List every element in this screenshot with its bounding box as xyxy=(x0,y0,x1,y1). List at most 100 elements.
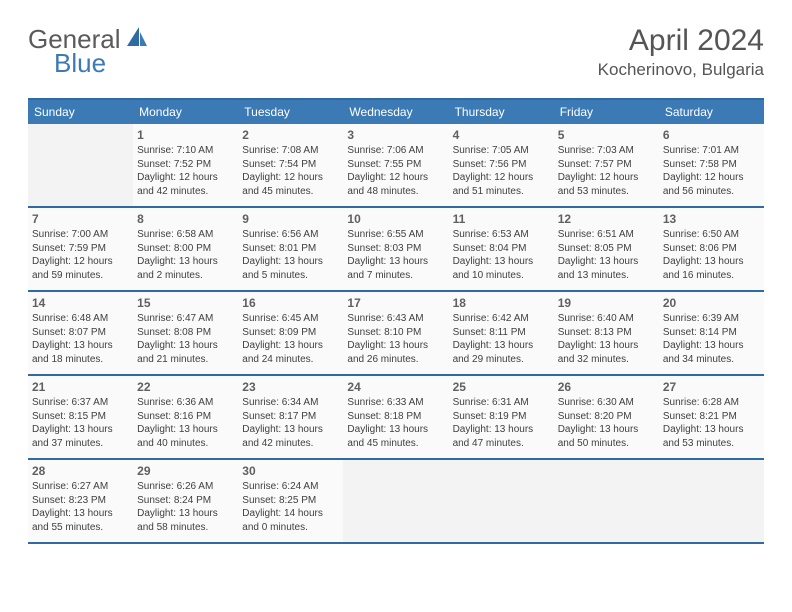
daylight-text: Daylight: 13 hours xyxy=(242,423,339,437)
day-cell: 28Sunrise: 6:27 AMSunset: 8:23 PMDayligh… xyxy=(28,460,133,542)
daylight-text: and 5 minutes. xyxy=(242,269,339,283)
daylight-text: and 59 minutes. xyxy=(32,269,129,283)
sunrise-text: Sunrise: 6:42 AM xyxy=(453,312,550,326)
sunset-text: Sunset: 8:23 PM xyxy=(32,494,129,508)
daylight-text: Daylight: 13 hours xyxy=(347,255,444,269)
sunset-text: Sunset: 8:03 PM xyxy=(347,242,444,256)
day-cell: 6Sunrise: 7:01 AMSunset: 7:58 PMDaylight… xyxy=(659,124,764,206)
sunrise-text: Sunrise: 7:10 AM xyxy=(137,144,234,158)
daylight-text: Daylight: 13 hours xyxy=(32,423,129,437)
day-number: 16 xyxy=(242,296,339,310)
day-number: 22 xyxy=(137,380,234,394)
day-info: Sunrise: 7:03 AMSunset: 7:57 PMDaylight:… xyxy=(558,144,655,198)
day-info: Sunrise: 6:45 AMSunset: 8:09 PMDaylight:… xyxy=(242,312,339,366)
day-info: Sunrise: 6:56 AMSunset: 8:01 PMDaylight:… xyxy=(242,228,339,282)
day-cell: 25Sunrise: 6:31 AMSunset: 8:19 PMDayligh… xyxy=(449,376,554,458)
daylight-text: Daylight: 13 hours xyxy=(558,423,655,437)
sunrise-text: Sunrise: 6:31 AM xyxy=(453,396,550,410)
day-number: 11 xyxy=(453,212,550,226)
day-number: 20 xyxy=(663,296,760,310)
sunset-text: Sunset: 7:55 PM xyxy=(347,158,444,172)
daylight-text: and 58 minutes. xyxy=(137,521,234,535)
daylight-text: Daylight: 12 hours xyxy=(453,171,550,185)
daylight-text: Daylight: 12 hours xyxy=(32,255,129,269)
sunset-text: Sunset: 7:57 PM xyxy=(558,158,655,172)
weekday-header: Tuesday xyxy=(238,100,343,124)
day-number: 15 xyxy=(137,296,234,310)
daylight-text: Daylight: 13 hours xyxy=(663,255,760,269)
sunrise-text: Sunrise: 6:55 AM xyxy=(347,228,444,242)
day-info: Sunrise: 7:00 AMSunset: 7:59 PMDaylight:… xyxy=(32,228,129,282)
day-number: 21 xyxy=(32,380,129,394)
sunset-text: Sunset: 7:52 PM xyxy=(137,158,234,172)
daylight-text: Daylight: 12 hours xyxy=(347,171,444,185)
daylight-text: and 42 minutes. xyxy=(242,437,339,451)
sunset-text: Sunset: 8:13 PM xyxy=(558,326,655,340)
week-row: 21Sunrise: 6:37 AMSunset: 8:15 PMDayligh… xyxy=(28,376,764,460)
weekday-header: Wednesday xyxy=(343,100,448,124)
week-row: 7Sunrise: 7:00 AMSunset: 7:59 PMDaylight… xyxy=(28,208,764,292)
sunrise-text: Sunrise: 7:03 AM xyxy=(558,144,655,158)
daylight-text: Daylight: 13 hours xyxy=(137,507,234,521)
daylight-text: and 37 minutes. xyxy=(32,437,129,451)
weekday-header-row: Sunday Monday Tuesday Wednesday Thursday… xyxy=(28,100,764,124)
sunrise-text: Sunrise: 6:56 AM xyxy=(242,228,339,242)
sunrise-text: Sunrise: 6:40 AM xyxy=(558,312,655,326)
daylight-text: Daylight: 12 hours xyxy=(558,171,655,185)
weekday-header: Friday xyxy=(554,100,659,124)
day-cell: 17Sunrise: 6:43 AMSunset: 8:10 PMDayligh… xyxy=(343,292,448,374)
weekday-header: Sunday xyxy=(28,100,133,124)
sunset-text: Sunset: 8:18 PM xyxy=(347,410,444,424)
day-info: Sunrise: 6:39 AMSunset: 8:14 PMDaylight:… xyxy=(663,312,760,366)
daylight-text: Daylight: 13 hours xyxy=(347,339,444,353)
day-info: Sunrise: 6:43 AMSunset: 8:10 PMDaylight:… xyxy=(347,312,444,366)
day-cell: 18Sunrise: 6:42 AMSunset: 8:11 PMDayligh… xyxy=(449,292,554,374)
day-number: 24 xyxy=(347,380,444,394)
daylight-text: and 32 minutes. xyxy=(558,353,655,367)
day-info: Sunrise: 6:47 AMSunset: 8:08 PMDaylight:… xyxy=(137,312,234,366)
day-cell: 4Sunrise: 7:05 AMSunset: 7:56 PMDaylight… xyxy=(449,124,554,206)
day-info: Sunrise: 6:58 AMSunset: 8:00 PMDaylight:… xyxy=(137,228,234,282)
daylight-text: and 40 minutes. xyxy=(137,437,234,451)
day-info: Sunrise: 6:24 AMSunset: 8:25 PMDaylight:… xyxy=(242,480,339,534)
sunset-text: Sunset: 8:06 PM xyxy=(663,242,760,256)
daylight-text: and 24 minutes. xyxy=(242,353,339,367)
daylight-text: Daylight: 12 hours xyxy=(242,171,339,185)
day-info: Sunrise: 6:33 AMSunset: 8:18 PMDaylight:… xyxy=(347,396,444,450)
day-number: 27 xyxy=(663,380,760,394)
sunset-text: Sunset: 8:15 PM xyxy=(32,410,129,424)
day-cell: 10 Sunrise: 6:55 AMSunset: 8:03 PMDayligh… xyxy=(343,208,448,290)
sunrise-text: Sunrise: 6:39 AM xyxy=(663,312,760,326)
sunset-text: Sunset: 8:10 PM xyxy=(347,326,444,340)
sunrise-text: Sunrise: 7:00 AM xyxy=(32,228,129,242)
daylight-text: and 50 minutes. xyxy=(558,437,655,451)
empty-day-cell xyxy=(659,460,764,542)
day-cell: 12Sunrise: 6:51 AMSunset: 8:05 PMDayligh… xyxy=(554,208,659,290)
day-number: 13 xyxy=(663,212,760,226)
day-number: 8 xyxy=(137,212,234,226)
daylight-text: and 13 minutes. xyxy=(558,269,655,283)
day-number: 10 xyxy=(347,212,444,226)
sunrise-text: Sunrise: 6:53 AM xyxy=(453,228,550,242)
location-label: Kocherinovo, Bulgaria xyxy=(598,60,764,80)
daylight-text: and 47 minutes. xyxy=(453,437,550,451)
daylight-text: and 45 minutes. xyxy=(242,185,339,199)
day-cell: 2Sunrise: 7:08 AMSunset: 7:54 PMDaylight… xyxy=(238,124,343,206)
day-number: 18 xyxy=(453,296,550,310)
daylight-text: and 0 minutes. xyxy=(242,521,339,535)
sunset-text: Sunset: 8:21 PM xyxy=(663,410,760,424)
sunrise-text: Sunrise: 6:50 AM xyxy=(663,228,760,242)
day-info: Sunrise: 7:06 AMSunset: 7:55 PMDaylight:… xyxy=(347,144,444,198)
sunset-text: Sunset: 8:25 PM xyxy=(242,494,339,508)
empty-day-cell xyxy=(554,460,659,542)
sunset-text: Sunset: 7:59 PM xyxy=(32,242,129,256)
sunset-text: Sunset: 8:11 PM xyxy=(453,326,550,340)
day-cell: 21Sunrise: 6:37 AMSunset: 8:15 PMDayligh… xyxy=(28,376,133,458)
sunrise-text: Sunrise: 7:01 AM xyxy=(663,144,760,158)
sunrise-text: Sunrise: 7:06 AM xyxy=(347,144,444,158)
week-row: 28Sunrise: 6:27 AMSunset: 8:23 PMDayligh… xyxy=(28,460,764,544)
sunrise-text: Sunrise: 6:51 AM xyxy=(558,228,655,242)
empty-day-cell xyxy=(449,460,554,542)
day-info: Sunrise: 6:28 AMSunset: 8:21 PMDaylight:… xyxy=(663,396,760,450)
day-cell: 9Sunrise: 6:56 AMSunset: 8:01 PMDaylight… xyxy=(238,208,343,290)
